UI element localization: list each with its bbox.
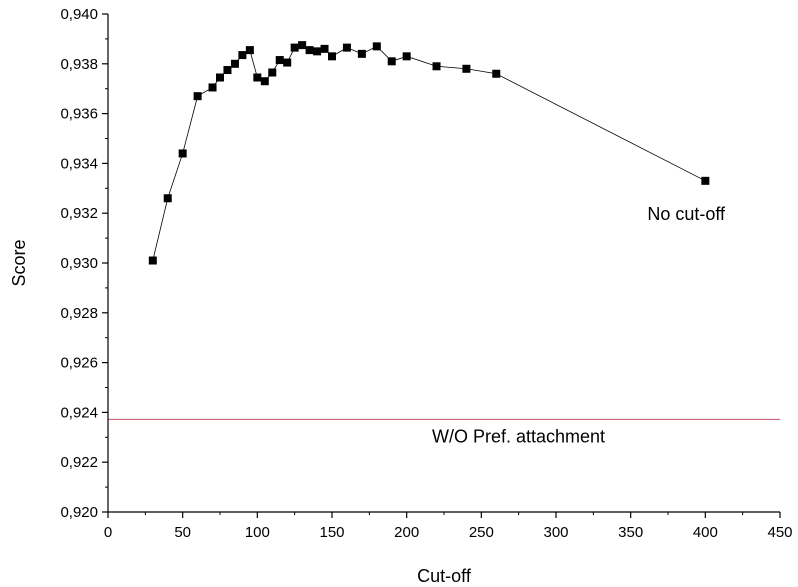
x-tick-label: 0	[104, 524, 112, 541]
data-point	[230, 59, 239, 68]
data-point	[275, 56, 284, 65]
y-tick-label: 0,928	[60, 305, 98, 322]
y-tick-label: 0,922	[60, 454, 98, 471]
data-point	[313, 47, 322, 56]
data-point	[223, 66, 232, 75]
data-point	[372, 42, 381, 51]
data-point	[253, 73, 262, 82]
data-point	[163, 194, 172, 203]
data-point	[305, 46, 314, 55]
data-point	[148, 256, 157, 265]
data-point	[342, 43, 351, 52]
x-tick-label: 150	[319, 524, 344, 541]
y-tick-label: 0,930	[60, 255, 98, 272]
data-point	[298, 41, 307, 50]
data-point	[492, 69, 501, 78]
data-point	[290, 43, 299, 52]
reference-line-label: W/O Pref. attachment	[432, 426, 605, 446]
data-point	[178, 149, 187, 158]
x-tick-label: 300	[543, 524, 568, 541]
y-axis-label: Score	[9, 239, 29, 286]
data-point	[193, 92, 202, 101]
x-tick-label: 350	[618, 524, 643, 541]
data-point	[283, 58, 292, 67]
y-tick-label: 0,934	[60, 155, 98, 172]
data-point	[387, 57, 396, 66]
y-tick-label: 0,920	[60, 504, 98, 521]
y-tick-label: 0,938	[60, 56, 98, 73]
data-point	[357, 49, 366, 58]
x-tick-label: 200	[394, 524, 419, 541]
y-tick-label: 0,924	[60, 404, 98, 421]
x-tick-label: 400	[693, 524, 718, 541]
y-tick-label: 0,926	[60, 355, 98, 372]
x-axis-label: Cut-off	[417, 566, 472, 586]
data-point	[216, 73, 224, 82]
x-tick-label: 50	[174, 524, 191, 541]
data-point	[320, 44, 329, 53]
data-point	[268, 68, 277, 77]
data-point	[260, 77, 269, 86]
x-axis-ticks: 0 50 100 150 200 250 300 350 400 450	[104, 512, 793, 541]
y-tick-label: 0,940	[60, 6, 98, 23]
x-tick-label: 450	[767, 524, 792, 541]
y-axis-ticks: 0,920 0,922 0,924 0,926 0,928 0,930 0,932 0,934…	[60, 6, 108, 521]
data-point	[432, 62, 441, 71]
data-point	[328, 52, 336, 61]
data-point	[245, 46, 254, 55]
y-tick-label: 0,936	[60, 106, 98, 123]
data-point	[402, 52, 411, 61]
data-point	[462, 64, 471, 73]
x-tick-label: 250	[469, 524, 494, 541]
y-tick-label: 0,932	[60, 205, 98, 222]
data-point	[238, 51, 247, 60]
data-point	[208, 83, 217, 92]
no-cutoff-annotation: No cut-off	[647, 204, 726, 224]
data-points	[148, 41, 710, 265]
series-line	[152, 44, 706, 261]
x-tick-label: 100	[245, 524, 270, 541]
data-point	[701, 176, 710, 185]
